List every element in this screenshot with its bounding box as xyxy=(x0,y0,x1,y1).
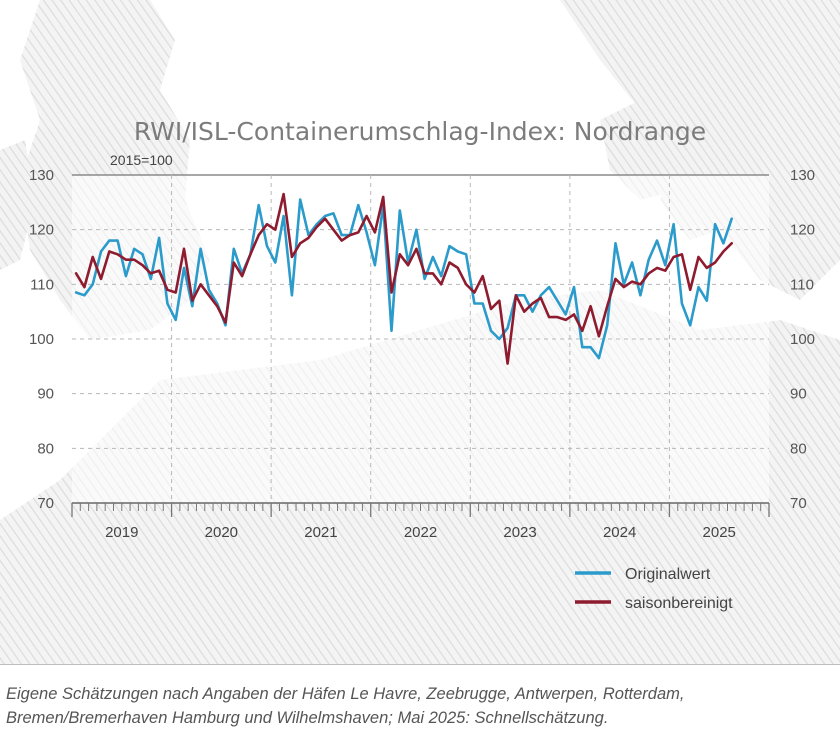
y-tick-label-right: 90 xyxy=(790,386,807,403)
legend-label-original: Originalwert xyxy=(625,566,711,583)
series-line-original xyxy=(74,198,734,360)
x-year-label: 2019 xyxy=(105,524,138,541)
x-axis xyxy=(71,502,770,517)
y-tick-label-right: 70 xyxy=(790,495,807,512)
y-tick-label-right: 120 xyxy=(790,222,815,239)
plot-background xyxy=(72,175,769,503)
index-base-note: 2015=100 xyxy=(110,152,173,168)
y-tick-label-left: 130 xyxy=(29,167,54,184)
footnote-line-1: Eigene Schätzungen nach Angaben der Häfe… xyxy=(6,685,685,703)
y-tick-label-left: 90 xyxy=(37,386,54,403)
gridlines xyxy=(72,174,769,503)
source-footnote: Eigene Schätzungen nach Angaben der Häfe… xyxy=(6,682,836,730)
footnote-divider xyxy=(0,664,840,665)
footnote-line-2: Bremen/Bremerhaven Hamburg und Wilhelmsh… xyxy=(6,709,609,727)
y-tick-label-left: 70 xyxy=(37,495,54,512)
y-axis-right: 70 80 90 100 110 120 130 xyxy=(790,167,815,512)
x-year-label: 2025 xyxy=(703,524,736,541)
y-axis-left: 70 80 90 100 110 120 130 xyxy=(29,167,54,512)
y-tick-label-right: 110 xyxy=(790,276,814,293)
y-tick-label-left: 80 xyxy=(37,440,54,457)
plot-area xyxy=(72,175,769,503)
series-line-seasonal xyxy=(74,192,734,365)
legend-label-seasonal: saisonbereinigt xyxy=(625,595,733,612)
year-labels: 2019 2020 2021 2022 2023 2024 2025 xyxy=(105,524,736,541)
y-tick-label-left: 120 xyxy=(29,222,54,239)
chart-title: RWI/ISL-Containerumschlag-Index: Nordran… xyxy=(134,117,706,146)
legend: Originalwert saisonbereinigt xyxy=(575,566,733,612)
y-tick-label-right: 130 xyxy=(790,167,815,184)
x-year-label: 2024 xyxy=(603,524,636,541)
y-tick-label-right: 100 xyxy=(790,331,815,348)
y-tick-label-left: 100 xyxy=(29,331,54,348)
y-tick-label-left: 110 xyxy=(30,276,54,293)
x-year-label: 2022 xyxy=(404,524,437,541)
y-tick-label-right: 80 xyxy=(790,440,807,457)
series-lines xyxy=(74,192,734,365)
x-year-label: 2020 xyxy=(205,524,238,541)
x-year-label: 2023 xyxy=(503,524,536,541)
chart-canvas: RWI/ISL-Containerumschlag-Index: Nordran… xyxy=(29,117,815,612)
x-year-label: 2021 xyxy=(304,524,337,541)
